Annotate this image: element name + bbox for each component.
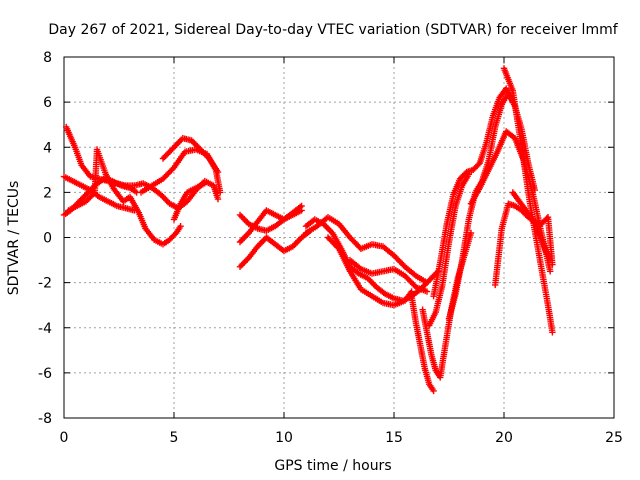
data-point-markers [346, 256, 431, 295]
data-point-markers [302, 214, 442, 286]
y-tick-label: -6 [38, 366, 52, 382]
series-arc-12 [302, 214, 442, 286]
series-arc-9 [236, 207, 305, 246]
data-point-markers [492, 200, 556, 289]
series-arc-6 [159, 135, 222, 176]
y-tick-label: 2 [43, 185, 52, 201]
data-point-markers [236, 202, 305, 234]
series-arc-10 [236, 227, 314, 270]
data-point-markers [159, 135, 222, 176]
data-point-markers [408, 293, 437, 395]
series-arc-14 [346, 256, 431, 295]
x-tick-label: 5 [170, 430, 179, 446]
x-tick-label: 15 [385, 430, 403, 446]
y-tick-label: 0 [43, 231, 52, 247]
y-tick-label: -8 [38, 411, 52, 427]
y-tick-label: -2 [38, 276, 52, 292]
data-point-markers [236, 227, 314, 270]
y-tick-label: 6 [43, 95, 52, 111]
series-arc-8 [236, 202, 305, 234]
series-arc-13 [324, 234, 415, 309]
series-arc-7 [170, 180, 208, 223]
series-arc-23 [509, 189, 554, 264]
y-tick-label: -4 [38, 321, 52, 337]
data-point-markers [65, 146, 184, 248]
data-point-markers [170, 180, 208, 223]
chart-title: Day 267 of 2021, Sidereal Day-to-day VTE… [48, 22, 618, 38]
data-points [60, 65, 556, 395]
y-axis-label: SDTVAR / TECUs [6, 181, 22, 296]
y-tick-label: 8 [43, 50, 52, 66]
axis-ticks: 0 5 10 15 20 25 -8 -6 -4 -2 0 2 4 6 8 [38, 50, 623, 446]
data-point-markers [509, 189, 554, 264]
series-arc-21 [492, 200, 556, 289]
series-arc-15 [408, 293, 437, 395]
grid-lines [64, 57, 614, 418]
series-arc-5 [137, 146, 224, 196]
data-point-markers [426, 171, 472, 329]
data-point-markers [324, 234, 415, 309]
series-arc-22 [500, 65, 556, 336]
series-arc-4 [65, 146, 184, 248]
x-tick-label: 20 [495, 430, 513, 446]
x-tick-label: 0 [60, 430, 69, 446]
x-tick-label: 25 [605, 430, 623, 446]
x-tick-label: 10 [275, 430, 293, 446]
data-point-markers [236, 207, 305, 246]
series-arc-17 [426, 171, 472, 329]
data-point-markers [500, 65, 556, 336]
data-point-markers [137, 146, 224, 196]
series-arc-18 [430, 85, 516, 300]
y-tick-label: 4 [43, 140, 52, 156]
x-axis-label: GPS time / hours [274, 458, 391, 474]
data-point-markers [430, 85, 516, 300]
